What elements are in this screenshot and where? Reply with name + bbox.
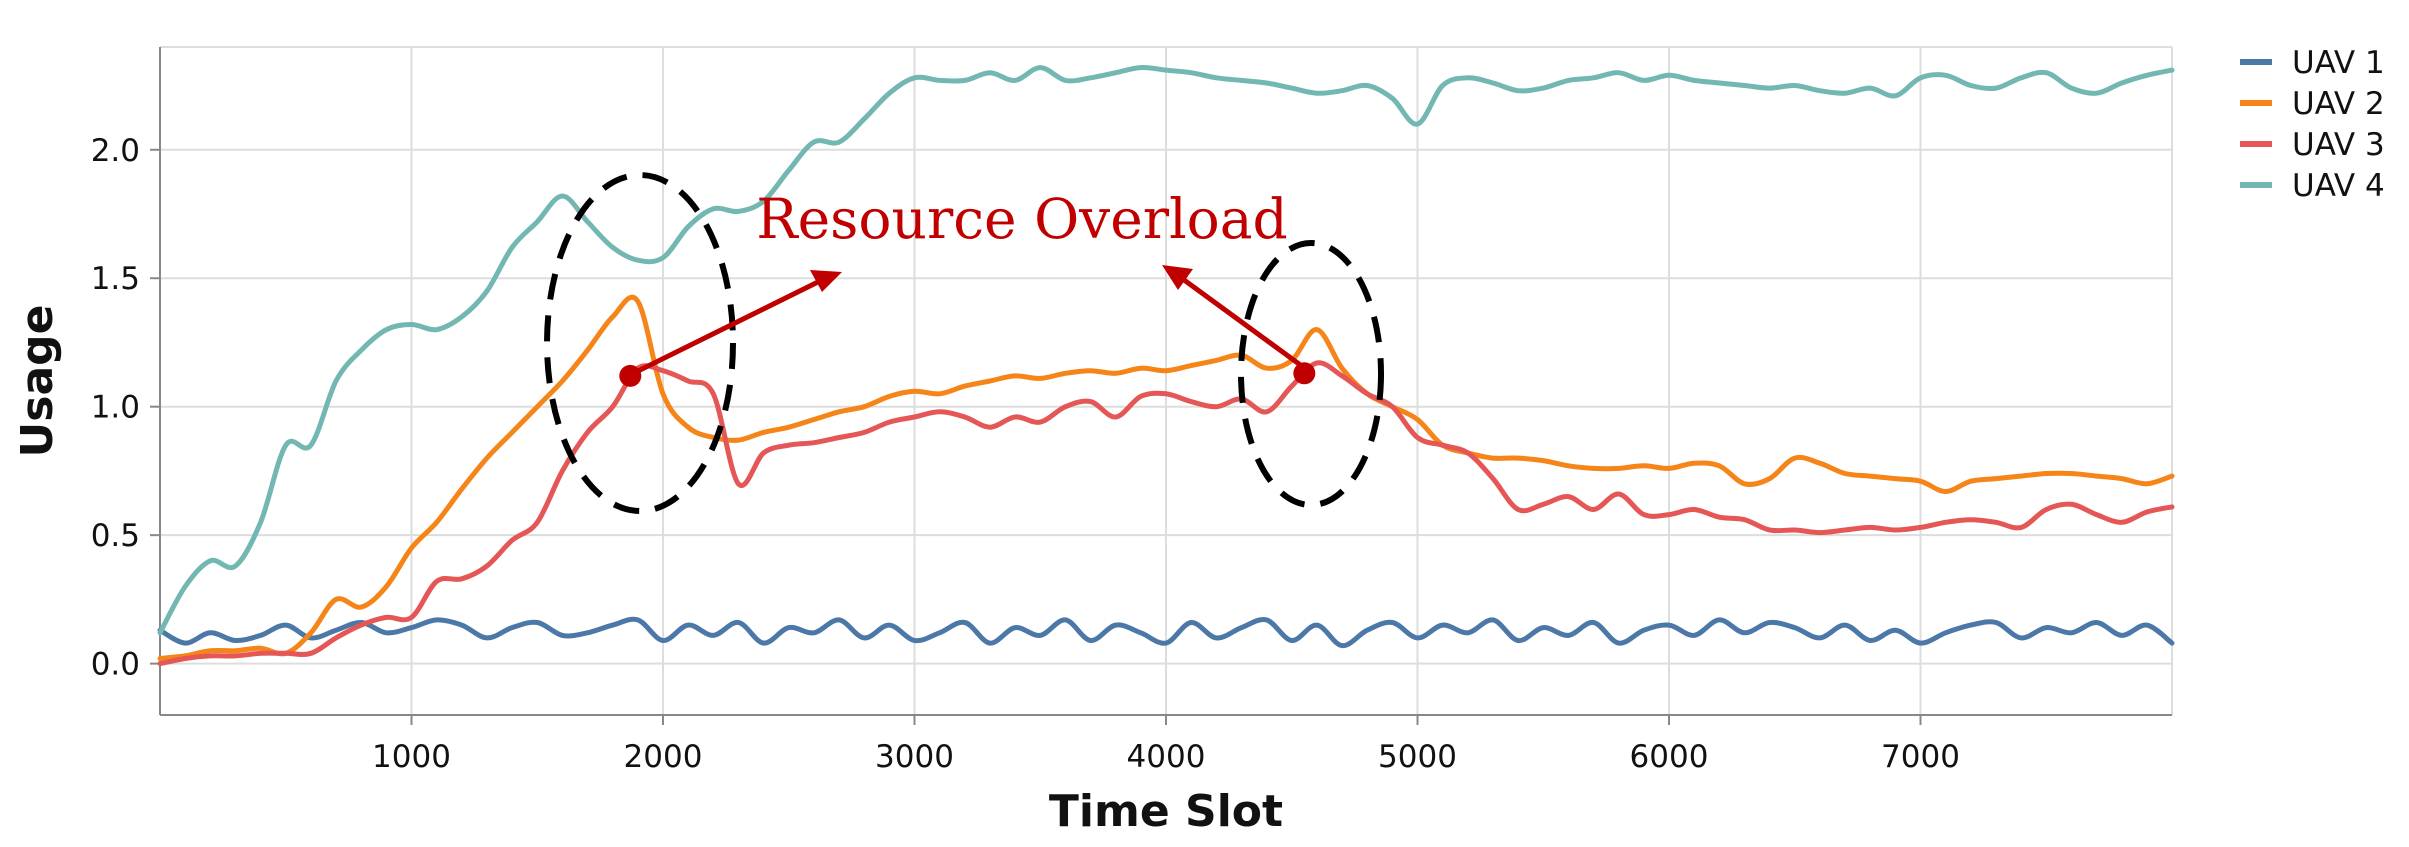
overload-point-1 (619, 364, 642, 387)
overload-arrow-1 (630, 277, 824, 377)
y-tick-label: 0.5 (91, 518, 140, 554)
series-lines (157, 65, 2175, 667)
series-line-uav-2 (157, 294, 2175, 661)
y-tick-label: 1.0 (91, 390, 140, 426)
y-tick-label: 2.0 (91, 133, 140, 169)
legend: UAV 1 UAV 2 UAV 3 UAV 4 (2240, 45, 2385, 204)
x-tick-label: 2000 (624, 739, 703, 775)
series-line-uav-3 (157, 360, 2175, 667)
legend-item-uav-1: UAV 1 (2240, 45, 2385, 81)
x-tick-label: 1000 (372, 739, 451, 775)
series-line-uav-1 (157, 616, 2175, 649)
x-tick-label: 3000 (875, 739, 954, 775)
x-axis-title: Time Slot (1049, 786, 1283, 837)
overload-ellipse-1 (544, 172, 736, 514)
series-line-uav-4 (157, 65, 2175, 636)
annotation-resource-overload: Resource Overload (544, 172, 1384, 514)
legend-item-uav-2: UAV 2 (2240, 86, 2385, 122)
legend-label: UAV 4 (2292, 168, 2385, 204)
x-tick-label: 4000 (1127, 739, 1206, 775)
x-tick-label: 7000 (1881, 739, 1960, 775)
overload-arrowhead-2 (1162, 265, 1193, 290)
x-tick-label: 6000 (1630, 739, 1709, 775)
legend-item-uav-4: UAV 4 (2240, 168, 2385, 204)
x-tick-label: 5000 (1378, 739, 1457, 775)
legend-label: UAV 1 (2292, 45, 2385, 81)
y-axis-title: Usage (12, 305, 63, 458)
y-tick-label: 0.0 (91, 647, 140, 683)
legend-label: UAV 2 (2292, 86, 2385, 122)
overload-arrow-2 (1178, 274, 1312, 375)
legend-item-uav-3: UAV 3 (2240, 127, 2385, 163)
legend-label: UAV 3 (2292, 127, 2385, 163)
grid (160, 46, 2173, 715)
tick-labels: 1000 2000 3000 4000 5000 6000 7000 0.0 0.5 1.0 1.5… (91, 133, 1960, 775)
overload-ellipse-2 (1238, 240, 1384, 508)
overload-point-2 (1293, 362, 1316, 385)
annotation-label: Resource Overload (756, 187, 1288, 251)
y-tick-label: 1.5 (91, 261, 140, 297)
overload-arrowhead-1 (810, 270, 842, 292)
